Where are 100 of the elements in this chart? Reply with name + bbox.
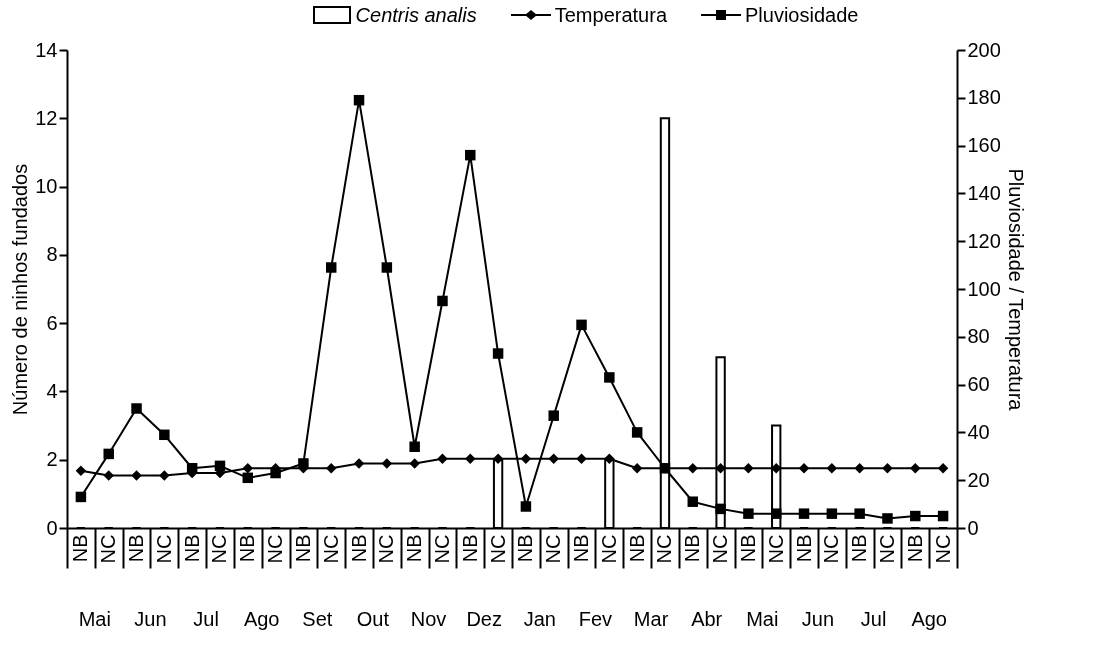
point	[492, 348, 504, 359]
point	[131, 403, 142, 414]
point	[325, 262, 337, 273]
point	[854, 463, 865, 474]
point	[687, 463, 699, 474]
text: Nov	[410, 608, 447, 630]
point	[910, 510, 921, 522]
x-tick-label: NC	[375, 534, 398, 564]
point	[242, 463, 254, 474]
x-tick-label: NC	[430, 534, 453, 564]
point	[770, 508, 782, 519]
point	[353, 458, 365, 469]
point	[465, 453, 476, 464]
y2-tick-label: 60	[967, 373, 990, 396]
point	[75, 491, 87, 503]
y2-axis-title: Pluviosidade / Temperatura	[1004, 168, 1027, 412]
text: Ago	[243, 608, 280, 630]
y-tick-label: 6	[46, 311, 58, 334]
y-axis-title: Número de ninhos fundados	[9, 163, 32, 416]
text: Out	[356, 608, 390, 630]
x-tick-label: NB	[514, 534, 537, 563]
x-tick-label: NB	[180, 534, 203, 563]
point	[576, 319, 587, 331]
point	[103, 470, 114, 481]
point	[631, 463, 643, 474]
point	[437, 295, 448, 307]
y2-tick-label: 0	[967, 516, 979, 539]
legend-label: Centris analis	[355, 3, 477, 27]
point	[548, 410, 559, 421]
x-tick-label: NB	[736, 534, 759, 563]
x-tick-label: NB	[291, 534, 314, 563]
point	[910, 463, 921, 474]
y-tick-label: 8	[46, 243, 58, 266]
y2-tick-label: 80	[967, 325, 990, 348]
point	[159, 470, 170, 481]
y-tick-label: 0	[46, 516, 58, 539]
y-tick-label: 2	[46, 448, 58, 471]
text: Jun	[801, 608, 835, 630]
x-tick-label: NB	[458, 534, 481, 563]
x-tick-label: NB	[347, 534, 370, 563]
point	[743, 508, 754, 519]
point	[937, 463, 949, 474]
x-tick-label: NC	[653, 534, 676, 564]
point	[659, 463, 671, 474]
x-tick-label: NB	[681, 534, 704, 563]
text: Fev	[578, 608, 613, 630]
text: Dez	[466, 608, 502, 630]
x-tick-label: NC	[97, 534, 120, 564]
point	[381, 262, 393, 273]
x-tick-label: NB	[792, 534, 815, 563]
x-tick-label: NB	[69, 534, 92, 563]
point	[687, 496, 699, 507]
point	[465, 149, 476, 161]
point	[409, 441, 420, 452]
x-tick-label: NC	[597, 534, 620, 564]
y-tick-label: 10	[35, 175, 58, 198]
x-tick-label: NC	[709, 534, 732, 564]
text: Set	[302, 608, 333, 630]
legend-label: Temperatura	[554, 3, 668, 27]
legend-label: Pluviosidade	[745, 3, 859, 27]
x-tick-label: NC	[319, 534, 342, 564]
point	[214, 460, 226, 472]
y2-tick-label: 100	[967, 277, 1001, 300]
point	[798, 508, 810, 519]
x-tick-label: NB	[903, 534, 926, 563]
text: Abr	[691, 608, 723, 630]
x-tick-label: NC	[764, 534, 787, 564]
point	[743, 463, 754, 474]
point	[604, 372, 615, 383]
point	[103, 448, 114, 460]
text: Jan	[523, 608, 556, 630]
point	[353, 94, 365, 106]
point	[548, 453, 559, 464]
point	[270, 467, 281, 479]
y2-tick-label: 140	[967, 181, 1001, 204]
point	[854, 508, 865, 519]
x-tick-label: NC	[486, 534, 509, 564]
x-tick-label: NC	[152, 534, 175, 564]
point	[826, 508, 838, 519]
y-tick-label: 12	[35, 106, 58, 129]
y2-tick-label: 160	[967, 134, 1001, 157]
point	[520, 453, 532, 464]
x-tick-label: NB	[570, 534, 593, 563]
x-tick-label: NB	[403, 534, 426, 563]
y2-tick-label: 20	[967, 468, 990, 491]
y2-tick-label: 40	[967, 420, 990, 443]
x-tick-label: NB	[125, 534, 148, 563]
x-tick-label: NC	[875, 534, 898, 564]
x-tick-label: NC	[931, 534, 954, 564]
text: Mar	[633, 608, 669, 630]
point	[75, 465, 87, 476]
y-tick-label: 4	[46, 379, 58, 402]
point	[882, 463, 893, 474]
text: Jun	[134, 608, 167, 630]
text: Mai	[78, 608, 111, 630]
point	[186, 463, 198, 474]
point	[131, 470, 142, 481]
x-tick-label: NC	[208, 534, 231, 564]
point	[604, 453, 615, 464]
point	[631, 427, 643, 438]
